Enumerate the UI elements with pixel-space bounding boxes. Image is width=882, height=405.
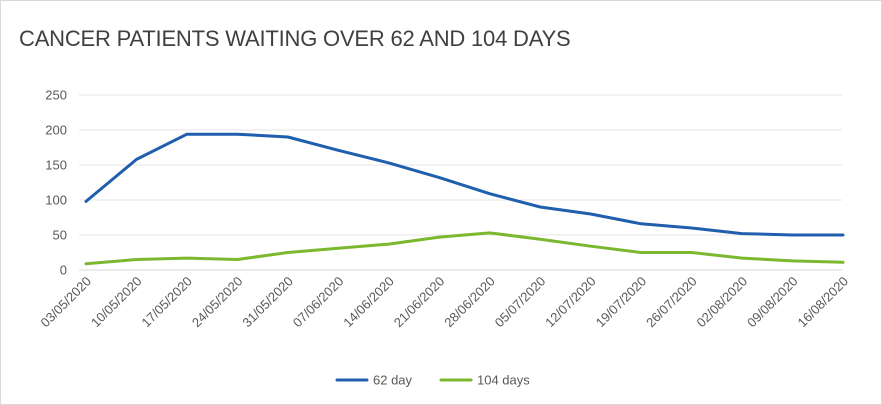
y-tick-label: 0 xyxy=(60,263,67,278)
x-axis-ticks: 03/05/202010/05/202017/05/202024/05/2020… xyxy=(37,274,851,331)
data-point xyxy=(85,200,87,203)
x-tick-label: 03/05/2020 xyxy=(37,274,94,331)
y-axis-ticks: 0 50 100 150 200 250 xyxy=(45,88,67,278)
x-tick-label: 17/05/2020 xyxy=(138,274,195,331)
x-tick-label: 09/08/2020 xyxy=(744,274,801,331)
data-point xyxy=(640,251,643,254)
y-tick-label: 250 xyxy=(45,88,67,103)
data-point xyxy=(236,133,239,136)
data-point xyxy=(337,149,340,152)
data-point xyxy=(741,232,744,235)
data-point xyxy=(438,176,441,179)
data-point xyxy=(488,231,491,234)
data-point xyxy=(640,222,643,225)
data-point xyxy=(842,261,844,264)
series-line-2 xyxy=(84,231,845,266)
data-point xyxy=(589,245,592,248)
data-point xyxy=(85,262,87,265)
chart-title: CANCER PATIENTS WAITING OVER 62 AND 104 … xyxy=(19,26,571,51)
data-point xyxy=(589,213,592,215)
data-point xyxy=(185,257,188,260)
data-point xyxy=(690,251,693,254)
x-tick-label: 02/08/2020 xyxy=(694,274,751,331)
data-point xyxy=(791,234,794,236)
x-tick-label: 10/05/2020 xyxy=(88,274,145,331)
y-tick-label: 150 xyxy=(45,158,67,173)
x-tick-label: 24/05/2020 xyxy=(189,274,246,331)
x-tick-label: 28/06/2020 xyxy=(441,274,498,331)
legend-label: 104 days xyxy=(477,373,530,388)
data-point xyxy=(337,247,340,250)
x-tick-label: 05/07/2020 xyxy=(492,274,549,331)
y-tick-label: 50 xyxy=(53,228,67,243)
gridlines xyxy=(79,94,842,271)
data-point xyxy=(185,133,188,136)
x-tick-label: 21/06/2020 xyxy=(391,274,448,331)
x-tick-label: 31/05/2020 xyxy=(239,274,296,331)
data-point xyxy=(842,234,844,236)
legend: 62 day 104 days xyxy=(335,373,530,388)
data-point xyxy=(387,243,390,246)
x-tick-label: 16/08/2020 xyxy=(794,274,851,331)
data-point xyxy=(539,238,542,241)
x-tick-label: 14/06/2020 xyxy=(340,274,397,331)
data-point xyxy=(135,258,138,261)
data-point xyxy=(741,257,744,260)
data-point xyxy=(286,251,289,254)
data-point xyxy=(539,206,542,208)
data-point xyxy=(791,259,794,262)
data-point xyxy=(438,236,441,239)
y-tick-label: 200 xyxy=(45,123,67,138)
data-point xyxy=(387,161,390,164)
data-point xyxy=(236,258,239,261)
data-point xyxy=(690,227,693,229)
x-tick-label: 26/07/2020 xyxy=(643,274,700,331)
x-tick-label: 07/06/2020 xyxy=(290,274,347,331)
y-tick-label: 100 xyxy=(45,193,67,208)
series-lines xyxy=(84,132,845,266)
data-point xyxy=(286,136,289,138)
series-line-1 xyxy=(84,132,845,237)
data-point xyxy=(488,192,491,195)
legend-label: 62 day xyxy=(373,373,413,388)
x-tick-label: 12/07/2020 xyxy=(542,274,599,331)
x-tick-label: 19/07/2020 xyxy=(593,274,650,331)
data-point xyxy=(135,158,138,161)
